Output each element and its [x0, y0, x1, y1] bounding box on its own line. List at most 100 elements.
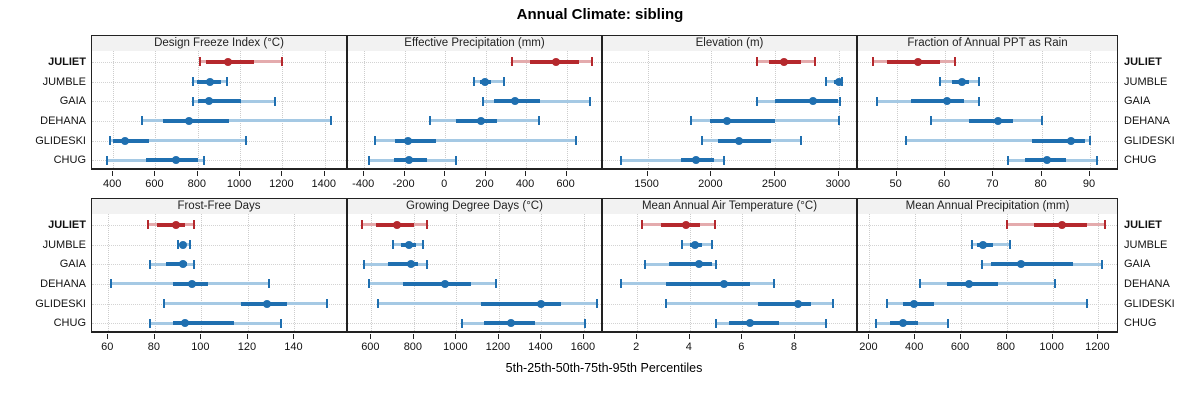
cap-95th [1104, 220, 1107, 230]
median-dot [834, 77, 843, 86]
axis-tick [112, 171, 114, 176]
axis-tick-label: 600 [950, 341, 970, 353]
gridline [742, 214, 744, 331]
gridline [155, 51, 157, 168]
cap-5th [876, 96, 879, 106]
figure-title: Annual Climate: sibling [516, 6, 684, 23]
bar-25th-75th [166, 262, 188, 267]
median-dot [552, 57, 561, 66]
gridline [1098, 214, 1100, 331]
axis-tick-label: 1000 [226, 178, 252, 190]
whisker-5th-95th [375, 139, 576, 142]
bar-25th-75th [668, 262, 713, 267]
cap-5th [177, 240, 180, 249]
gridline [240, 51, 242, 168]
axis-tick-label: 600 [145, 178, 164, 190]
cap-95th [425, 220, 428, 230]
bar-25th-75th [388, 262, 419, 267]
axis-tick [646, 171, 648, 176]
cap-95th [595, 299, 598, 308]
median-dot [978, 240, 987, 249]
axis-tick-label: 100 [191, 341, 210, 353]
cap-5th [689, 116, 692, 126]
site-label-right: GLIDESKI [1124, 134, 1175, 147]
axis-tick [154, 171, 156, 176]
axis-tick [1089, 171, 1090, 176]
axis-tick-label: 400 [905, 341, 924, 353]
gridline [201, 214, 203, 331]
cap-95th [538, 116, 541, 126]
gridline [1041, 51, 1043, 168]
row-gridline [603, 61, 856, 63]
site-label-left: DEHANA [40, 277, 86, 290]
axis-tick-label: 2500 [761, 178, 787, 190]
panel-plot [91, 51, 347, 170]
median-dot [719, 279, 728, 288]
axis-tick [914, 334, 916, 339]
bar-25th-75th [394, 138, 437, 143]
axis-tick [107, 334, 109, 339]
axis-tick [868, 334, 870, 339]
median-dot [440, 279, 449, 288]
axis-tick-label: 600 [361, 341, 380, 353]
cap-95th [825, 318, 828, 328]
row-gridline [603, 101, 856, 103]
median-dot [205, 77, 214, 86]
bar-25th-75th [758, 301, 811, 306]
axis-tick [895, 171, 897, 176]
median-dot [914, 57, 923, 66]
axis-tick-label: 1200 [485, 341, 511, 353]
axis-tick [455, 334, 457, 339]
cap-5th [875, 318, 878, 328]
site-label-left: GAIA [59, 95, 86, 108]
median-dot [404, 240, 413, 249]
panel-plot [602, 51, 857, 170]
cap-5th [109, 279, 112, 289]
axis-tick [688, 334, 690, 339]
cap-5th [756, 96, 759, 106]
cap-95th [422, 240, 425, 249]
cap-5th [871, 57, 874, 67]
median-dot [692, 156, 701, 165]
axis-tick-label: 90 [1082, 178, 1096, 190]
bar-25th-75th [887, 59, 941, 64]
axis-tick [741, 334, 743, 339]
axis-tick [484, 171, 486, 176]
cap-95th [502, 77, 505, 86]
median-dot [262, 299, 271, 308]
bar-25th-75th [666, 281, 751, 286]
axis-tick-label: 8 [790, 341, 797, 353]
cap-5th [1005, 220, 1008, 230]
cap-95th [713, 220, 716, 230]
cap-5th [620, 279, 623, 289]
panel-header: Effective Precipitation (mm) [347, 35, 602, 52]
row-gridline [603, 264, 856, 266]
gridline [364, 51, 366, 168]
cap-95th [799, 136, 802, 145]
median-dot [172, 156, 181, 165]
median-dot [510, 97, 519, 106]
median-dot [943, 97, 952, 106]
axis-tick-label: 140 [284, 341, 303, 353]
axis-tick [200, 334, 202, 339]
site-label-right: GLIDESKI [1124, 297, 1175, 310]
gridline [869, 214, 871, 331]
median-dot [184, 116, 193, 125]
median-dot [224, 57, 233, 66]
median-dot [1057, 220, 1066, 229]
panel-header: Fraction of Annual PPT as Rain [857, 35, 1118, 52]
axis-tick-label: 0 [441, 178, 448, 190]
bar-25th-75th [902, 301, 934, 306]
axis-caption: 5th-25th-50th-75th-95th Percentiles [505, 361, 703, 375]
axis-tick-label: 800 [403, 341, 423, 353]
gridline [197, 51, 199, 168]
row-gridline [348, 61, 601, 63]
cap-5th [980, 259, 983, 269]
panel-plot [91, 214, 347, 333]
axis-tick-label: 400 [515, 178, 535, 190]
bar-25th-75th [660, 222, 701, 227]
cap-5th [510, 57, 513, 67]
cap-95th [330, 116, 333, 126]
cap-95th [455, 155, 458, 165]
bar-25th-75th [173, 321, 234, 326]
